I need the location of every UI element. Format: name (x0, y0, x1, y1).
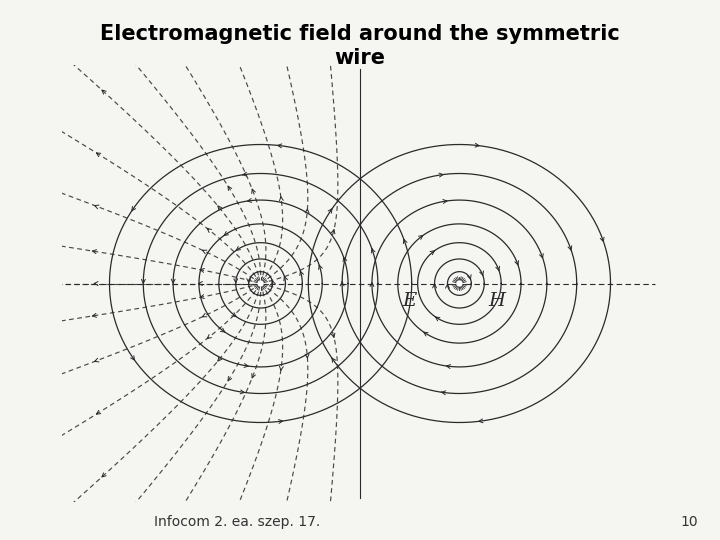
Text: E: E (402, 292, 417, 310)
Circle shape (258, 281, 263, 286)
Text: H: H (489, 292, 505, 310)
Text: Electromagnetic field around the symmetric
wire: Electromagnetic field around the symmetr… (100, 24, 620, 68)
Text: Infocom 2. ea. szep. 17.: Infocom 2. ea. szep. 17. (155, 515, 320, 529)
Circle shape (457, 281, 462, 286)
Text: 10: 10 (681, 515, 698, 529)
